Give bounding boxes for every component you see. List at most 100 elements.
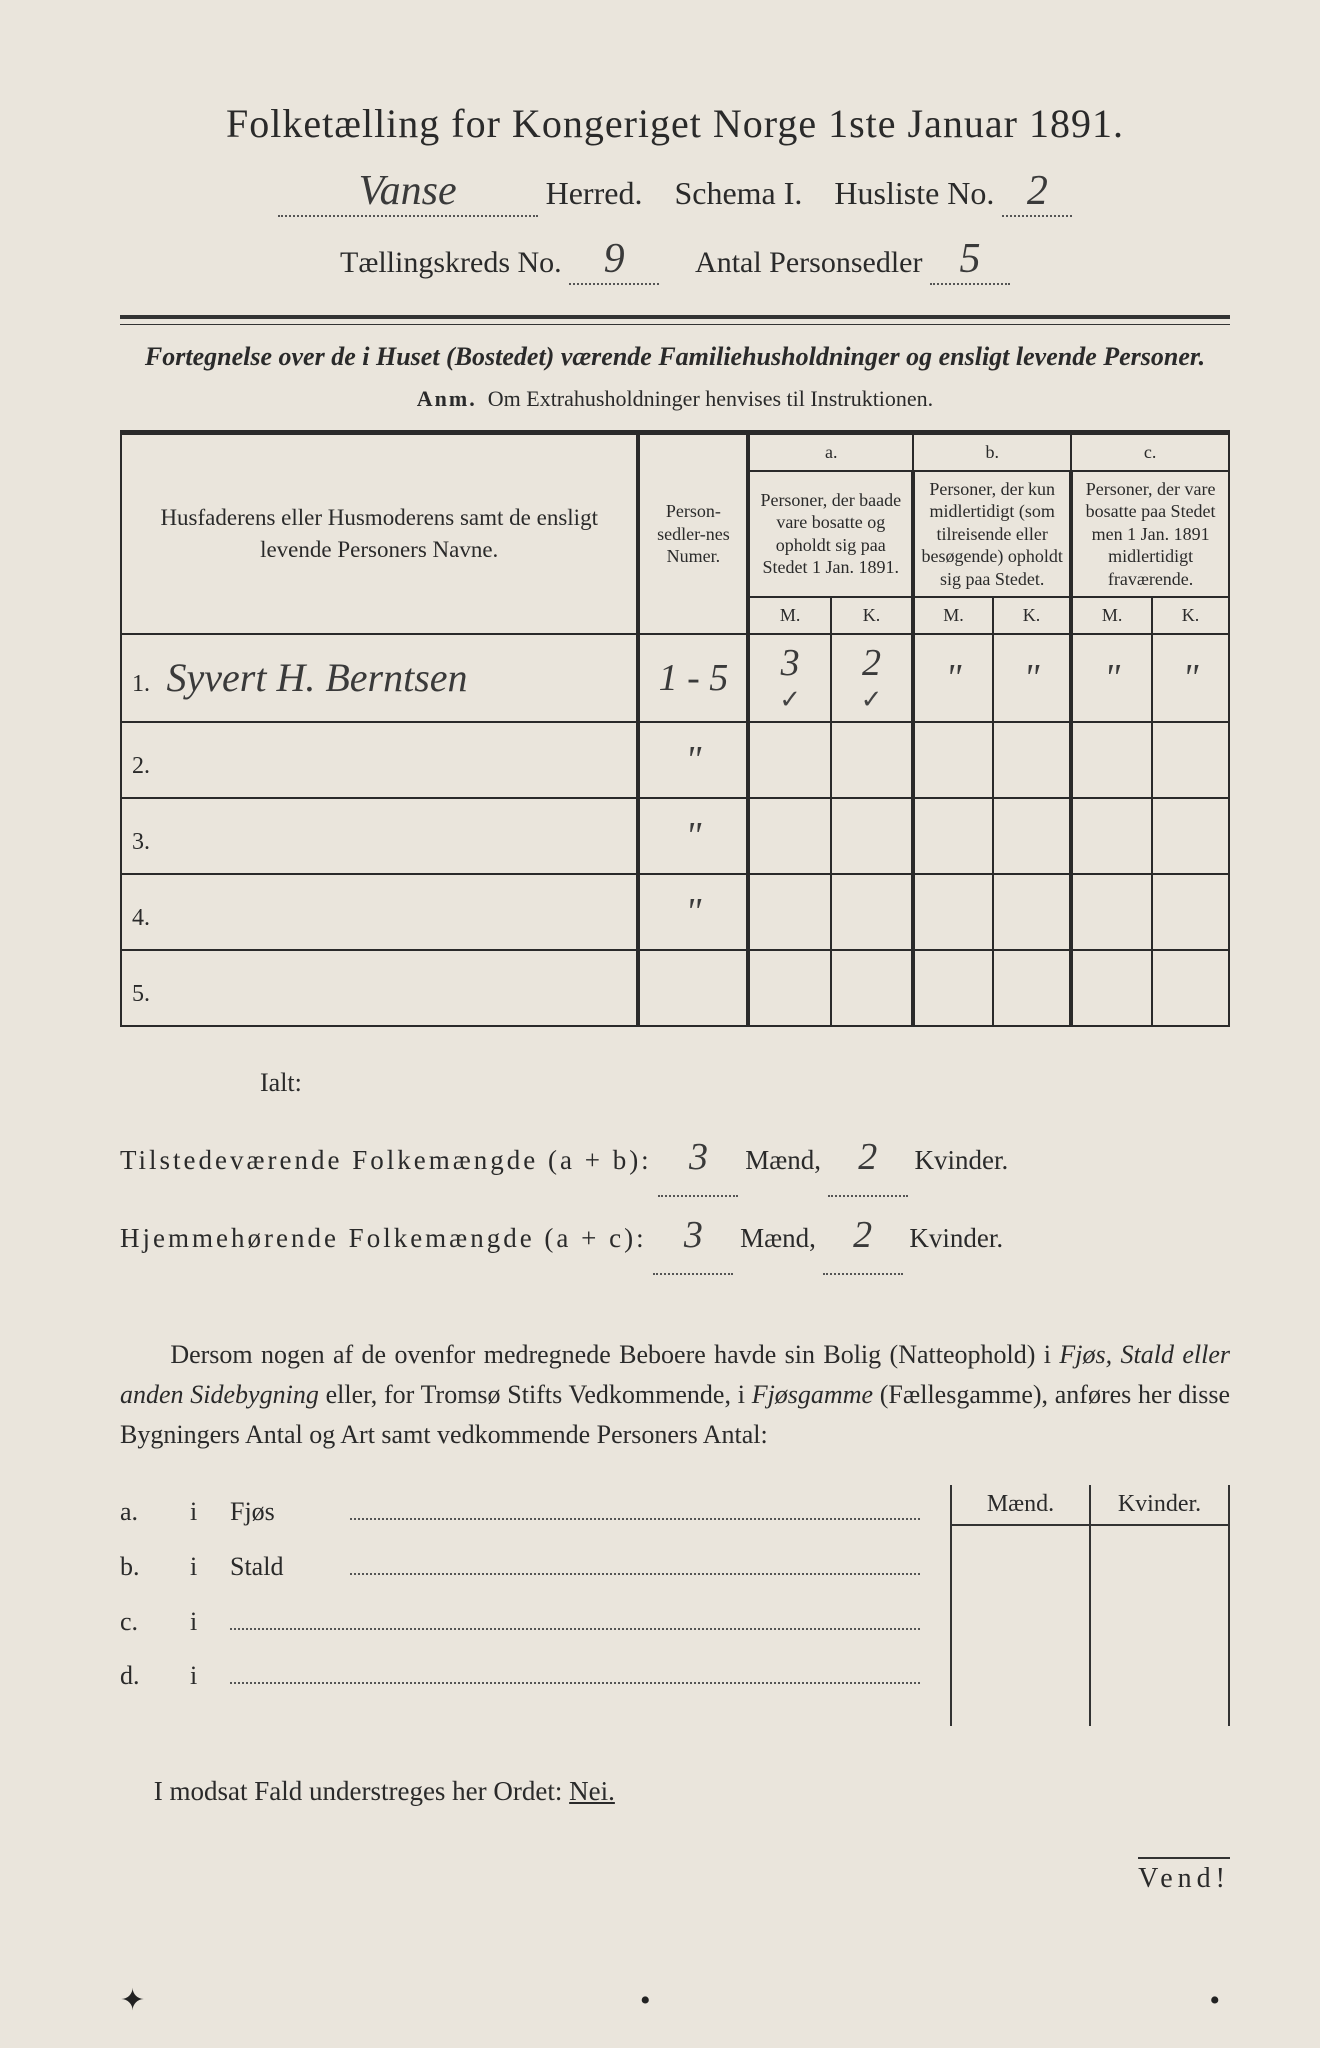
name-cell: 1. Syvert H. Berntsen [121, 634, 638, 722]
val-cell [913, 874, 993, 950]
col-c-k: K. [1152, 597, 1229, 634]
name-cell: 4. [121, 874, 638, 950]
col-names-text: Husfaderens eller Husmoderens samt de en… [160, 505, 598, 562]
ink-dot: • [640, 1984, 651, 2018]
val-cell [831, 722, 913, 798]
table-row: 3. " [121, 798, 1229, 874]
val-cell: " [1152, 634, 1229, 722]
mk-head: Mænd. Kvinder. [952, 1485, 1228, 1526]
val-cell [748, 874, 830, 950]
herred-label: Herred. [546, 175, 643, 211]
val-cell [1071, 874, 1152, 950]
val-cell [913, 798, 993, 874]
sedler-cell: " [638, 722, 748, 798]
val-cell [993, 722, 1071, 798]
vend-label: Vend! [1138, 1857, 1230, 1895]
val-cell [831, 950, 913, 1026]
col-a-head: a. [748, 433, 913, 471]
l1-m: 3 [658, 1119, 738, 1197]
val-cell [993, 874, 1071, 950]
abcd-section: a.iFjøs b.iStald c.i d.i Mænd. Kvinder. [120, 1485, 1230, 1726]
col-sedler: Person-sedler-nes Numer. [638, 433, 748, 634]
row-d: d.i [120, 1649, 920, 1704]
table-row: 2. " [121, 722, 1229, 798]
header-line-2: Tællingskreds No. 9 Antal Personsedler 5 [120, 235, 1230, 285]
stald-label: Stald [230, 1540, 350, 1595]
main-table: Husfaderens eller Husmoderens samt de en… [120, 430, 1230, 1027]
anm-label: Anm. [417, 386, 477, 411]
husliste-value: 2 [1002, 167, 1072, 217]
val-cell [913, 722, 993, 798]
val-cell [1152, 950, 1229, 1026]
fjos-label: Fjøs [230, 1485, 350, 1540]
val-cell: " [1071, 634, 1152, 722]
name-cell: 2. [121, 722, 638, 798]
val-cell: 3✓ [748, 634, 830, 722]
anm-line: Anm. Om Extrahusholdninger henvises til … [120, 386, 1230, 412]
val-cell [1071, 798, 1152, 874]
col-b: Personer, der kun midlertidigt (som tilr… [913, 471, 1071, 598]
row-c: c.i [120, 1595, 920, 1650]
mk-box: Mænd. Kvinder. [950, 1485, 1230, 1726]
kvinder-label: Kvinder. [914, 1145, 1008, 1175]
l2-m: 3 [653, 1197, 733, 1275]
sedler-cell [638, 950, 748, 1026]
totals-block: Ialt: Tilstedeværende Folkemængde (a + b… [120, 1057, 1230, 1275]
val-cell [831, 798, 913, 874]
sedler-cell: " [638, 874, 748, 950]
table-row: 1. Syvert H. Berntsen1 - 53✓2✓"""" [121, 634, 1229, 722]
val-cell [993, 950, 1071, 1026]
ink-dot: • [1209, 1984, 1220, 2018]
ialt-label: Ialt: [260, 1057, 1230, 1109]
col-b-k: K. [993, 597, 1071, 634]
val-cell [1071, 950, 1152, 1026]
col-c-m: M. [1071, 597, 1152, 634]
anm-text: Om Extrahusholdninger henvises til Instr… [488, 386, 933, 411]
kreds-value: 9 [569, 235, 659, 285]
antal-label: Antal Personsedler [695, 246, 922, 279]
page-title: Folketælling for Kongeriget Norge 1ste J… [120, 100, 1230, 147]
ink-dot: ✦ [120, 1983, 145, 2018]
totals-line-2: Hjemmehørende Folkemængde (a + c): 3 Mæn… [120, 1197, 1230, 1275]
col-c: Personer, der vare bosatte paa Stedet me… [1071, 471, 1229, 598]
l2-k: 2 [823, 1197, 903, 1275]
husliste-label: Husliste No. [834, 175, 994, 211]
val-cell [1071, 722, 1152, 798]
kvinder-label-2: Kvinder. [909, 1223, 1003, 1253]
row-b: b.iStald [120, 1540, 920, 1595]
census-form-page: Folketælling for Kongeriget Norge 1ste J… [0, 0, 1320, 2048]
hjemme-label: Hjemmehørende Folkemængde (a + c): [120, 1223, 647, 1253]
name-cell: 3. [121, 798, 638, 874]
subtitle: Fortegnelse over de i Huset (Bostedet) v… [120, 339, 1230, 374]
val-cell [748, 798, 830, 874]
herred-value: Vanse [278, 167, 538, 217]
l1-k: 2 [828, 1119, 908, 1197]
nei-text: I modsat Fald understreges her Ordet: [154, 1776, 569, 1806]
val-cell [913, 950, 993, 1026]
col-names: Husfaderens eller Husmoderens samt de en… [121, 433, 638, 634]
col-a-m: M. [748, 597, 830, 634]
val-cell: 2✓ [831, 634, 913, 722]
divider-rule [120, 315, 1230, 325]
nei-word: Nei. [569, 1776, 615, 1806]
val-cell [748, 950, 830, 1026]
tilstede-label: Tilstedeværende Folkemængde (a + b): [120, 1145, 652, 1175]
maend-label-2: Mænd, [740, 1223, 816, 1253]
col-b-m: M. [913, 597, 993, 634]
nei-line: I modsat Fald understreges her Ordet: Ne… [120, 1776, 1230, 1807]
schema-label: Schema I. [674, 175, 802, 211]
mk-kvinder: Kvinder. [1091, 1485, 1228, 1524]
maend-label: Mænd, [745, 1145, 821, 1175]
col-c-head: c. [1071, 433, 1229, 471]
val-cell [993, 798, 1071, 874]
val-cell [748, 722, 830, 798]
header-line-1: Vanse Herred. Schema I. Husliste No. 2 [120, 167, 1230, 217]
mk-maend: Mænd. [952, 1485, 1091, 1524]
val-cell [1152, 798, 1229, 874]
col-b-head: b. [913, 433, 1071, 471]
mk-body [952, 1526, 1228, 1726]
abcd-list: a.iFjøs b.iStald c.i d.i [120, 1485, 920, 1726]
totals-line-1: Tilstedeværende Folkemængde (a + b): 3 M… [120, 1119, 1230, 1197]
antal-value: 5 [930, 235, 1010, 285]
sedler-cell: " [638, 798, 748, 874]
